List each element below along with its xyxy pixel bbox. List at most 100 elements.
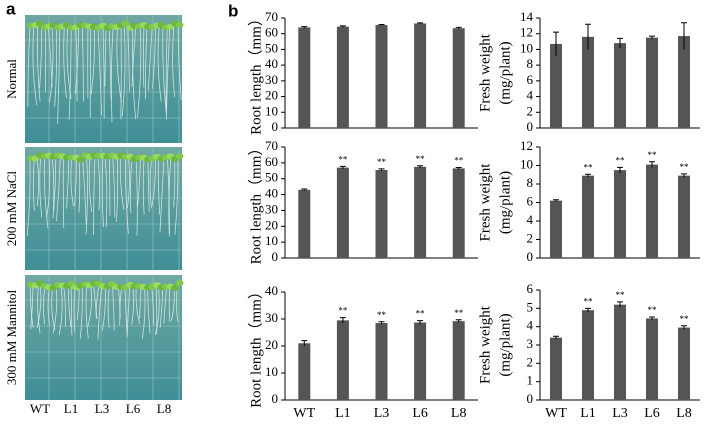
bar <box>678 176 690 258</box>
y-tick-label: 14 <box>520 9 534 24</box>
y-axis-label: Fresh weight <box>477 163 493 242</box>
y-tick-label: 6 <box>527 281 534 296</box>
bar <box>646 165 658 258</box>
bar <box>646 38 658 128</box>
y-axis-label: Fresh weight <box>477 305 493 384</box>
bar <box>550 44 562 128</box>
y-tick-label: 20 <box>265 217 278 232</box>
bar <box>414 24 426 129</box>
y-tick-label: 12 <box>520 138 533 153</box>
y-tick-label: 40 <box>265 283 278 298</box>
column-label: WT <box>30 401 50 416</box>
bar <box>614 43 626 128</box>
y-tick-label: 20 <box>265 337 278 352</box>
bar <box>453 321 465 400</box>
bar <box>376 25 388 128</box>
x-tick-label: WT <box>545 406 567 421</box>
y-tick-label: 1 <box>527 373 534 388</box>
y-tick-label: 50 <box>265 170 278 185</box>
y-tick-label: 50 <box>265 40 278 55</box>
seedling <box>176 280 184 286</box>
y-tick-label: 4 <box>527 318 534 333</box>
y-tick-label: 4 <box>527 88 534 103</box>
bar <box>298 27 310 128</box>
bar <box>582 37 594 128</box>
y-axis-label: Root length（mm） <box>247 141 264 265</box>
y-tick-label: 70 <box>265 138 278 153</box>
bar <box>550 338 562 400</box>
bar <box>614 305 626 400</box>
bar <box>337 168 349 258</box>
x-tick-label: L3 <box>374 406 390 421</box>
significance-label: ** <box>584 162 594 172</box>
y-tick-label: 12 <box>520 25 533 40</box>
x-tick-label: L3 <box>612 406 628 421</box>
column-label: L6 <box>126 401 141 416</box>
row-label: 300 mM Mannitol <box>4 289 19 385</box>
bar <box>414 323 426 400</box>
bar <box>582 310 594 400</box>
y-tick-label: 30 <box>265 310 278 325</box>
bar <box>414 167 426 258</box>
significance-label: ** <box>338 154 348 164</box>
bar <box>298 190 310 258</box>
y-tick-label: 10 <box>265 233 278 248</box>
root <box>109 159 110 216</box>
y-tick-label: 0 <box>527 249 534 264</box>
seedling <box>171 285 179 291</box>
row-label: 200 mM NaCl <box>4 171 19 247</box>
x-tick-label: WT <box>293 406 315 421</box>
column-label: L3 <box>95 401 109 416</box>
bar <box>453 28 465 128</box>
y-tick-label: 2 <box>527 230 534 245</box>
y-axis-label: (mg/plant) <box>497 313 513 376</box>
y-tick-label: 0 <box>272 391 279 406</box>
y-tick-label: 0 <box>527 391 534 406</box>
y-tick-label: 2 <box>527 354 534 369</box>
y-tick-label: 8 <box>527 56 534 71</box>
bar <box>337 27 349 128</box>
bar <box>376 170 388 258</box>
photos <box>25 15 184 400</box>
y-tick-label: 0 <box>272 249 279 264</box>
x-tick-label: L6 <box>644 406 660 421</box>
y-tick-label: 70 <box>265 9 278 24</box>
y-tick-label: 10 <box>265 364 278 379</box>
x-tick-label: L1 <box>335 406 351 421</box>
bar <box>453 168 465 258</box>
row-label: Normal <box>4 59 19 99</box>
bar <box>376 323 388 400</box>
y-tick-label: 8 <box>527 175 534 190</box>
x-tick-label: L8 <box>451 406 467 421</box>
y-tick-label: 0 <box>527 119 534 134</box>
column-label: L1 <box>64 401 78 416</box>
y-tick-label: 6 <box>527 72 534 87</box>
significance-label: ** <box>338 306 348 316</box>
significance-label: ** <box>616 155 626 165</box>
x-tick-label: L1 <box>580 406 596 421</box>
column-label: L8 <box>157 401 171 416</box>
x-tick-label: L6 <box>412 406 428 421</box>
y-tick-label: 0 <box>272 119 279 134</box>
y-tick-label: 4 <box>527 212 534 227</box>
y-tick-label: 2 <box>527 103 534 118</box>
significance-label: ** <box>454 156 464 166</box>
significance-label: ** <box>648 150 658 160</box>
y-axis-label: (mg/plant) <box>497 41 513 104</box>
y-tick-label: 3 <box>527 336 534 351</box>
y-axis-label: Root length（mm） <box>247 11 264 135</box>
significance-label: ** <box>377 310 387 320</box>
bar <box>550 201 562 258</box>
y-tick-label: 30 <box>265 72 278 87</box>
y-tick-label: 5 <box>527 299 534 314</box>
significance-label: ** <box>377 157 387 167</box>
significance-label: ** <box>616 290 626 300</box>
y-axis-label: Root length（mm） <box>247 284 264 408</box>
y-tick-label: 60 <box>265 25 278 40</box>
y-tick-label: 10 <box>520 40 533 55</box>
significance-label: ** <box>680 162 690 172</box>
y-tick-label: 20 <box>265 88 278 103</box>
bar <box>646 318 658 400</box>
significance-label: ** <box>584 296 594 306</box>
